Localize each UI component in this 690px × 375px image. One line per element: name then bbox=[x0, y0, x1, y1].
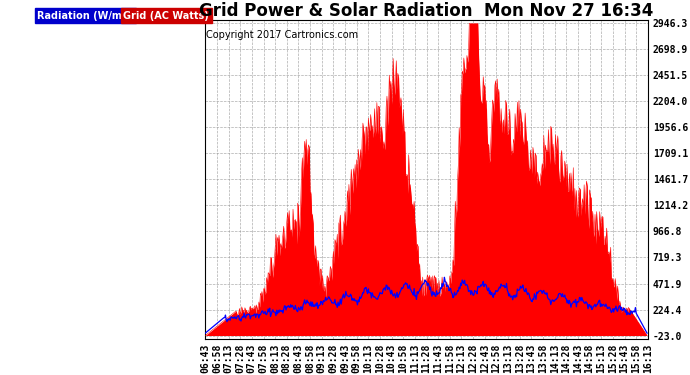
Text: Copyright 2017 Cartronics.com: Copyright 2017 Cartronics.com bbox=[206, 30, 358, 40]
Text: Grid (AC Watts): Grid (AC Watts) bbox=[124, 10, 209, 21]
Title: Grid Power & Solar Radiation  Mon Nov 27 16:34: Grid Power & Solar Radiation Mon Nov 27 … bbox=[199, 2, 653, 20]
Text: Radiation (W/m2): Radiation (W/m2) bbox=[37, 10, 133, 21]
